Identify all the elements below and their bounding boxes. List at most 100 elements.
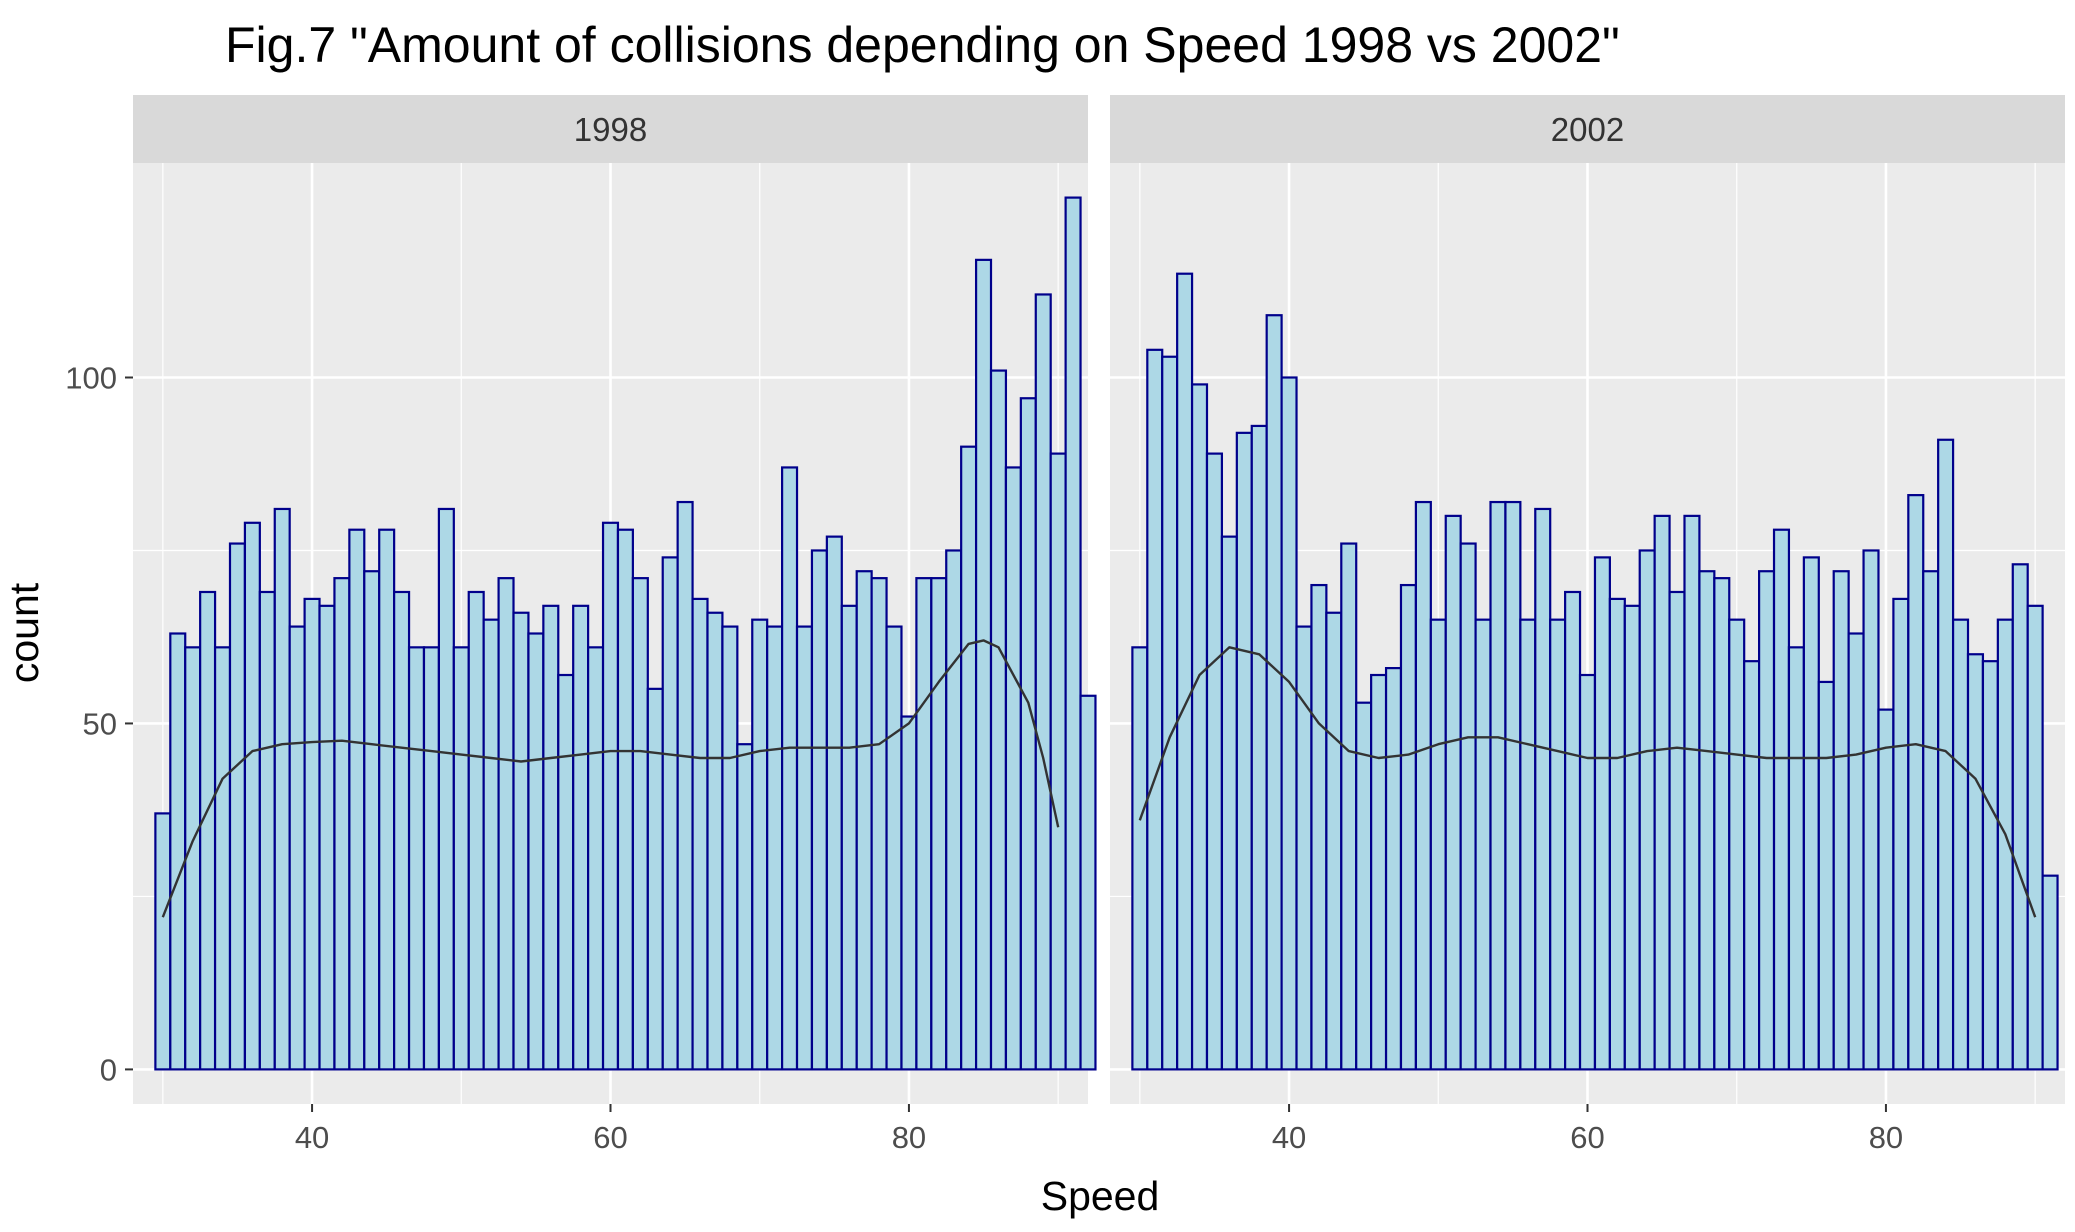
histogram-bar [1951, 618, 1970, 1071]
histogram-bar [228, 542, 247, 1071]
histogram-bar [1250, 424, 1268, 1071]
histogram-bar [960, 445, 978, 1071]
histogram-bar [527, 632, 545, 1071]
histogram-bar [1325, 611, 1343, 1071]
x-tick-label: 80 [892, 1120, 926, 1155]
histogram-bar [661, 556, 679, 1071]
histogram-bar [1877, 708, 1895, 1071]
histogram-bar [1474, 618, 1492, 1071]
histogram-bar [1235, 431, 1253, 1071]
histogram-bar [810, 549, 828, 1071]
histogram-bar [1922, 570, 1940, 1071]
histogram-bar [1817, 680, 1835, 1071]
histogram-bar [1504, 500, 1522, 1071]
histogram-bar [1623, 604, 1641, 1071]
histogram-bar [1802, 556, 1820, 1071]
facet-strip-2002 [1110, 95, 2065, 163]
histogram-bar [676, 500, 694, 1071]
facet-strip-1998 [133, 95, 1088, 163]
histogram-bar [393, 590, 411, 1071]
histogram-bar [497, 577, 515, 1071]
histogram-bar [2041, 874, 2059, 1071]
histogram-bar [1578, 673, 1597, 1071]
facet-panel-2002: 2002 40 60 80 [1110, 95, 2065, 1155]
histogram-bar [1399, 583, 1417, 1071]
histogram-bar [1534, 507, 1552, 1071]
histogram-bar [691, 597, 709, 1071]
histogram-bar [1280, 376, 1298, 1071]
histogram-bar [646, 687, 664, 1071]
histogram-bar [213, 646, 232, 1071]
histogram-bar [616, 528, 634, 1071]
histogram-bar [1004, 466, 1022, 1071]
histogram-bar [2026, 604, 2044, 1071]
histogram-bar [795, 625, 814, 1071]
histogram-bar [870, 577, 888, 1071]
histogram-bar [915, 577, 933, 1071]
x-tick-label: 60 [1570, 1120, 1604, 1155]
histogram-bar [1758, 570, 1776, 1071]
histogram-bar [288, 625, 306, 1071]
histogram-bar [1698, 570, 1716, 1071]
histogram-bar [467, 590, 485, 1071]
histogram-bar [1966, 653, 1985, 1071]
histogram-bar [1772, 528, 1791, 1071]
histogram-bar [1370, 673, 1388, 1071]
histogram-bar [1638, 549, 1656, 1071]
histogram-bar [825, 535, 843, 1071]
histogram-bar [1340, 542, 1358, 1071]
histogram-bar [1743, 660, 1761, 1071]
histogram-bar [1176, 272, 1194, 1071]
histogram-bar [1981, 660, 1999, 1071]
histogram-bar [736, 743, 754, 1071]
histogram-bar [407, 646, 426, 1071]
histogram-bar [1161, 355, 1179, 1071]
histogram-bar [1847, 632, 1865, 1071]
histogram-bar [437, 507, 455, 1071]
histogram-bar [1668, 590, 1686, 1071]
y-tick-label: 50 [83, 706, 117, 741]
histogram-bar [989, 369, 1008, 1071]
histogram-bar [1295, 625, 1313, 1071]
histogram-bar [199, 590, 217, 1071]
histogram-bar [1608, 597, 1626, 1071]
histogram-bar [587, 646, 605, 1071]
histogram-bar [303, 597, 321, 1071]
histogram-bar [781, 466, 799, 1071]
x-tick-label: 60 [593, 1120, 627, 1155]
histogram-bar [1205, 452, 1224, 1071]
histogram-bar [1064, 196, 1082, 1071]
facet-strip-label-1998: 1998 [574, 111, 647, 148]
histogram-bar [318, 604, 336, 1071]
histogram-bar [1034, 293, 1052, 1071]
histogram-bar [601, 521, 620, 1071]
histogram-bar [1832, 570, 1850, 1071]
facet-panel-1998: 1998 40 60 80 0 50 100 [65, 95, 1097, 1155]
histogram-bar [855, 570, 873, 1071]
histogram-bar [482, 618, 500, 1071]
histogram-bar [706, 611, 724, 1071]
histogram-bar [1683, 514, 1701, 1071]
histogram-bar [1384, 666, 1403, 1071]
histogram-bars-2002 [1131, 272, 2059, 1071]
histogram-bar [1429, 618, 1447, 1071]
histogram-bar [945, 549, 963, 1071]
histogram-bar [1564, 590, 1582, 1071]
histogram-bar [974, 258, 993, 1071]
facet-strip-label-2002: 2002 [1551, 111, 1624, 148]
histogram-bar [1593, 556, 1611, 1071]
x-tick-label: 40 [1272, 1120, 1306, 1155]
histogram-bar [1862, 549, 1880, 1071]
histogram-bar [1892, 597, 1910, 1071]
histogram-bar [154, 812, 172, 1071]
histogram-bar [422, 646, 440, 1071]
histogram-bar [1190, 383, 1209, 1071]
histogram-bar [1355, 701, 1373, 1071]
histogram-bar [631, 577, 649, 1071]
histogram-bar [766, 625, 784, 1071]
histogram-bar [1653, 514, 1671, 1071]
histogram-bar [184, 646, 202, 1071]
histogram-bar [1220, 535, 1238, 1071]
histogram-bar [1907, 494, 1925, 1071]
